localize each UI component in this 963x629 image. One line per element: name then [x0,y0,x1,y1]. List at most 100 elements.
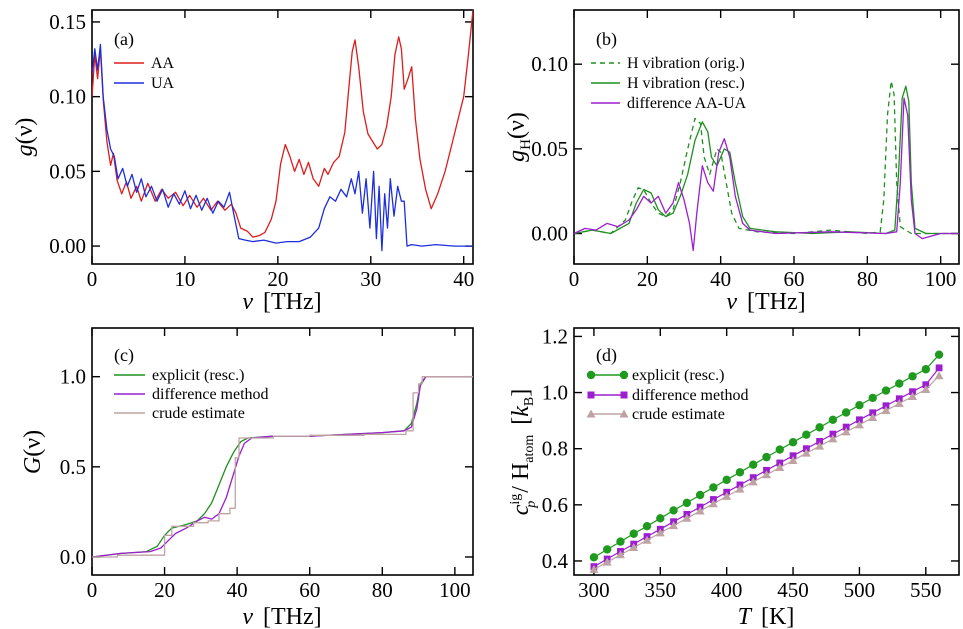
point-explicit-resc [669,506,678,515]
y-tick-label: 0.0 [60,545,86,569]
point-explicit-resc [682,498,692,508]
point-crude-estimate [682,513,692,522]
panel-b-ylabel-tail: (ν) [504,112,530,139]
legend-label-difference-c: difference method [152,386,269,403]
panel-a-ylabel: g(ν) [12,118,38,157]
series-line-h-vibration-orig [574,80,959,235]
panel-d-ylabel-k: k [508,406,534,417]
point-crude-estimate [894,399,904,408]
point-crude-estimate [828,434,838,443]
point-crude-estimate [788,455,798,464]
x-tick-label: 400 [711,578,743,602]
point-explicit-resc [828,415,838,424]
y-tick-label: 0.10 [531,52,568,76]
legend-label-ua: UA [151,75,175,92]
point-explicit-resc [802,430,811,439]
panel-b-ylabel-main: g [504,150,530,162]
point-explicit-resc [709,483,718,492]
point-crude-estimate [921,384,931,393]
legend-label-crude-c: crude estimate [152,405,245,422]
legend-label-explicit-c: explicit (resc.) [152,367,244,384]
panel-d-ylabel-ksub: B [522,397,537,406]
x-tick-label: 30 [360,267,381,291]
panel-a-ylabel-main: g [12,144,38,156]
y-tick-label: 0.00 [49,234,86,258]
point-crude-estimate [722,491,732,500]
panel-a-label: (a) [114,29,134,50]
panel-c-ylabel: G(ν) [20,430,46,474]
x-tick-label: 100 [925,267,957,291]
panel-b-label: (b) [596,29,617,50]
x-tick-label: 20 [637,267,658,291]
y-tick-label: 1.0 [542,381,568,405]
x-tick-label: 40 [453,267,474,291]
x-tick-label: 100 [439,578,471,602]
point-crude-estimate [669,521,679,530]
point-crude-estimate [589,564,599,573]
panel-c-ylabel-tail: (ν) [20,430,46,457]
point-crude-estimate [908,391,918,400]
y-tick-label: 1.2 [542,324,568,348]
panel-b-ylabel: gH(ν) [504,112,534,162]
panel-c-label: (c) [114,345,134,366]
x-tick-label: 300 [578,578,610,602]
panel-b-xlabel: ν [THz] [726,289,805,315]
x-tick-label: 10 [174,267,195,291]
panel-b: 0 20 40 60 80 100 0.00 0.05 0.10 (b) H vibration… [504,9,960,315]
point-difference-method [856,416,863,424]
legend-marker-explicit-d [586,370,596,380]
panel-a-ylabel-tail: (ν) [12,118,38,145]
x-tick-label: 80 [857,267,878,291]
point-difference-method [922,381,930,389]
point-explicit-resc [642,521,652,531]
point-crude-estimate [748,477,758,486]
legend-marker-difference-d-end [620,391,628,399]
x-tick-label: 450 [777,578,809,602]
y-tick-label: 0.05 [49,159,86,183]
panel-a-ticks: 0 10 20 30 40 0.00 0.05 0.10 0.15 [49,10,474,291]
point-explicit-resc [934,350,944,359]
panel-d-ylabel-atom: atom [522,435,537,463]
panel-b-ticks: 0 20 40 60 80 100 0.00 0.05 0.10 [531,10,959,291]
point-crude-estimate [881,406,891,415]
legend-marker-crude-d-end [619,409,629,418]
point-explicit-resc [656,514,665,523]
point-difference-method [882,402,890,410]
series-line-h-vibration-resc [574,85,959,235]
legend-label-crude-d: crude estimate [632,406,725,423]
y-tick-label: 1.0 [60,365,86,389]
panel-d-xlabel-unit: [K] [761,604,794,629]
x-tick-label: 350 [645,578,677,602]
x-tick-label: 80 [372,578,393,602]
legend-marker-explicit-d-end [619,370,629,380]
point-crude-estimate [602,557,612,566]
panel-c: 0 20 40 60 80 100 0.0 0.5 1.0 (c) explicit (resc… [20,327,474,629]
point-crude-estimate [642,535,652,544]
series-line-difference-aa-ua [574,97,959,252]
x-tick-label: 0 [87,578,98,602]
point-explicit-resc [762,452,771,462]
panel-c-xlabel-main: ν [242,604,253,629]
panel-a-legend: AA UA [114,55,175,92]
y-tick-label: 0.15 [49,10,86,34]
panel-c-frame [91,327,474,576]
panel-b-xlabel-main: ν [726,289,737,315]
point-explicit-resc [722,475,731,485]
panel-b-frame [573,9,960,265]
panel-d-series [589,350,944,573]
x-tick-label: 550 [910,578,942,602]
legend-label-explicit-d: explicit (resc.) [632,367,724,384]
x-tick-label: 500 [844,578,876,602]
panel-c-series [92,376,473,558]
panel-d-ylabel-mid: / H [508,463,534,493]
point-explicit-resc [735,468,745,477]
panel-c-xlabel-unit: [THz] [263,604,322,629]
x-tick-label: 20 [267,267,288,291]
y-tick-label: 0.6 [542,493,568,517]
x-tick-label: 0 [569,267,580,291]
legend-label-difference-d: difference method [632,387,749,404]
panel-d-ylabel-unit-close: ] [508,389,534,397]
panel-d-ylabel-c: c [508,504,534,515]
panel-a-xlabel: ν [THz] [242,289,321,315]
panel-a-series [92,10,473,252]
